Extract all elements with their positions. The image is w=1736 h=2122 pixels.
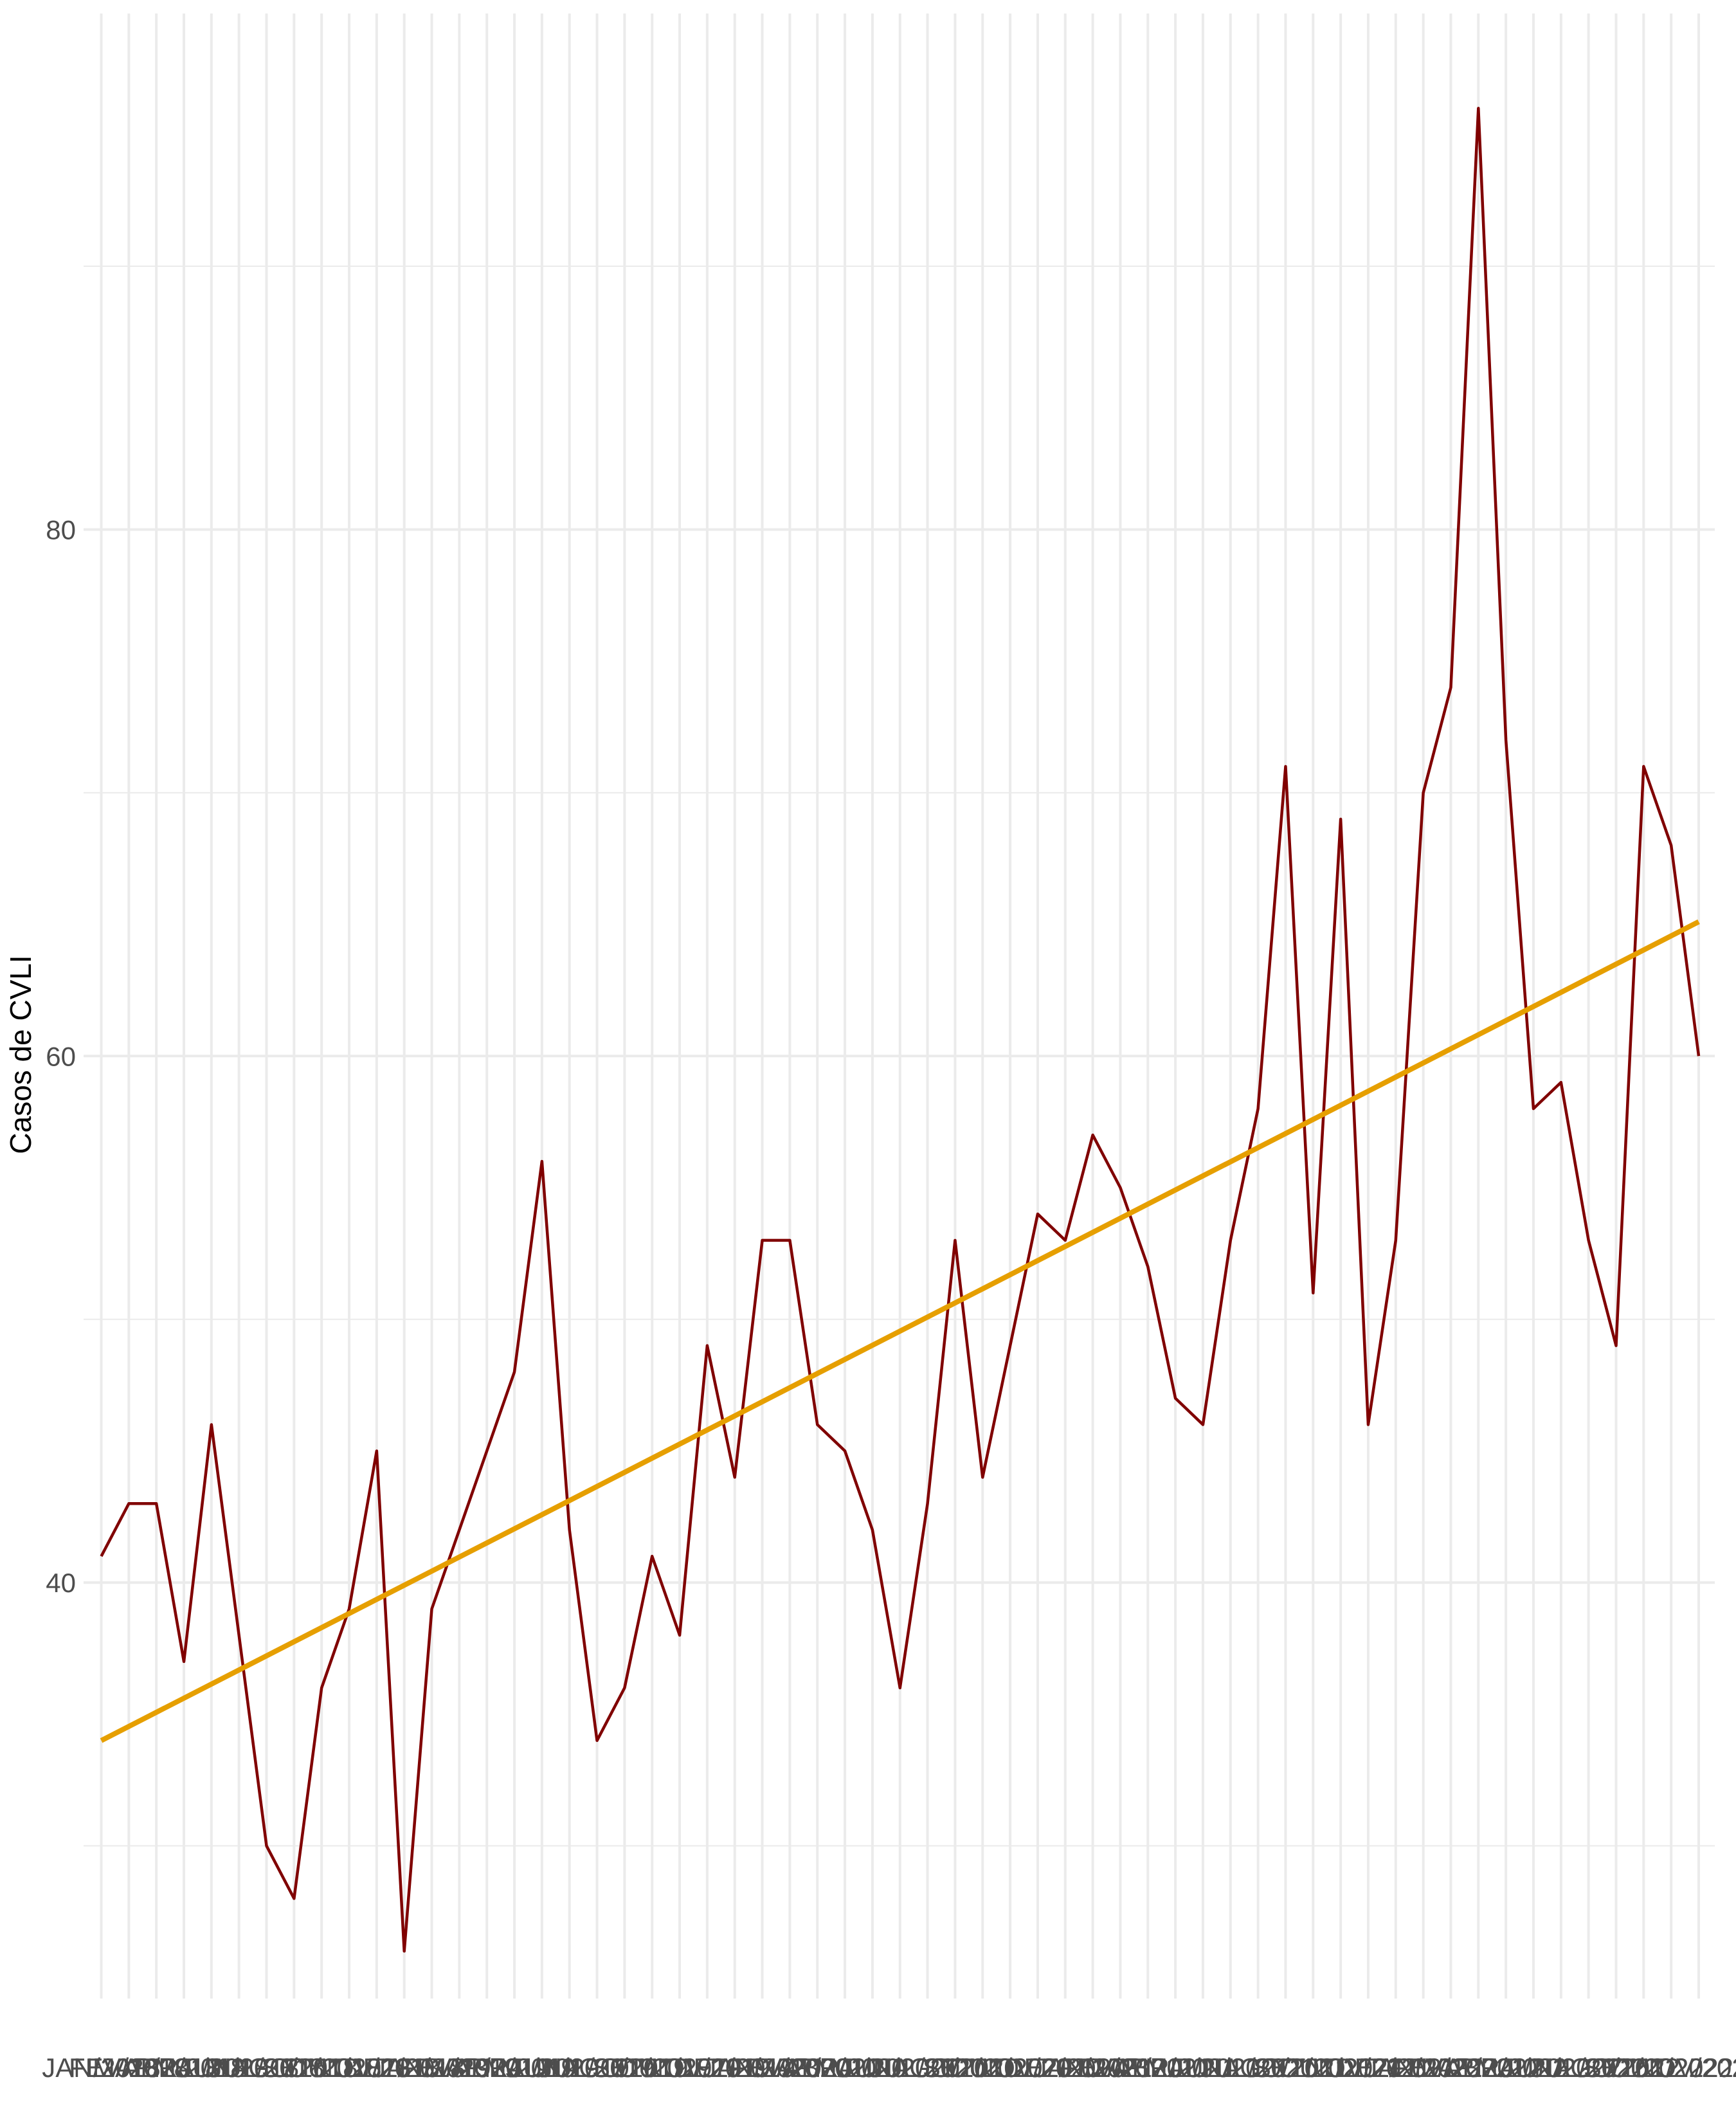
data-line xyxy=(100,107,1701,1953)
x-tick-label: FEV/2018 xyxy=(69,2053,189,2083)
x-tick-label: JAN/2021 xyxy=(1033,2053,1152,2083)
x-tick-label: JUN/2022 xyxy=(1501,2053,1621,2083)
x-tick-label: JUL/2020 xyxy=(870,2053,986,2083)
x-tick-label: JUL/2018 xyxy=(209,2053,325,2083)
x-tick-label: NOV/2018 xyxy=(314,2053,440,2083)
x-tick-label: OUT/2020 xyxy=(948,2053,1072,2083)
x-tick-label: DEZ/2019 xyxy=(674,2053,795,2083)
x-tick-label: OUT/2018 xyxy=(287,2053,411,2083)
x-tick-label: AGO/2020 xyxy=(891,2053,1018,2083)
x-tick-label: ABR/2020 xyxy=(783,2053,906,2083)
x-tick-label: FEV/2021 xyxy=(1060,2053,1180,2083)
x-tick-label: JUN/2020 xyxy=(840,2053,960,2083)
x-tick-label: MAI/2018 xyxy=(154,2053,269,2083)
x-tick-label: NOV/2022 xyxy=(1636,2053,1736,2083)
x-tick-label: JAN/2022 xyxy=(1364,2053,1482,2083)
x-tick-label: MAR/2020 xyxy=(754,2053,881,2083)
x-tick-label: MAR/2021 xyxy=(1084,2053,1211,2083)
x-tick-label: AGO/2018 xyxy=(230,2053,357,2083)
x-tick-label: MAI/2022 xyxy=(1476,2053,1591,2083)
x-tick-label: JUN/2021 xyxy=(1170,2053,1290,2083)
x-tick-label: AGO/2019 xyxy=(561,2053,688,2083)
y-tick-label: 40 xyxy=(46,1568,76,1598)
x-tick-label: SET/2022 xyxy=(1584,2053,1704,2083)
x-tick-label: FEV/2019 xyxy=(399,2053,520,2083)
x-tick-label: JAN/2018 xyxy=(42,2053,160,2083)
x-tick-label: JAN/2019 xyxy=(372,2053,491,2083)
x-tick-label: SET/2020 xyxy=(923,2053,1043,2083)
x-tick-label: JUN/2018 xyxy=(179,2053,299,2083)
x-tick-label: JUL/2022 xyxy=(1531,2053,1647,2083)
x-tick-label: SET/2021 xyxy=(1253,2053,1373,2083)
x-tick-label: ABR/2018 xyxy=(122,2053,245,2083)
x-tick-label: SET/2018 xyxy=(262,2053,382,2083)
y-tick-label: 80 xyxy=(46,514,76,545)
x-tick-label: MAI/2019 xyxy=(484,2053,600,2083)
x-tick-label: AGO/2021 xyxy=(1222,2053,1349,2083)
x-tick-label: DEZ/2018 xyxy=(343,2053,465,2083)
x-tick-label: DEZ/2020 xyxy=(1004,2053,1126,2083)
x-tick-label: MAR/2018 xyxy=(93,2053,220,2083)
x-tick-label: DEZ/2021 xyxy=(1335,2053,1456,2083)
x-tick-label: OUT/2019 xyxy=(617,2053,742,2083)
x-tick-label: NOV/2020 xyxy=(975,2053,1101,2083)
x-tick-label: ABR/2021 xyxy=(1114,2053,1236,2083)
y-tick-label: 60 xyxy=(46,1041,76,1071)
trend-line xyxy=(100,919,1700,1743)
x-tick-label: ABR/2022 xyxy=(1444,2053,1567,2083)
x-tick-label: NOV/2019 xyxy=(644,2053,770,2083)
x-tick-label: JUL/2019 xyxy=(539,2053,655,2083)
x-tick-label: FEV/2020 xyxy=(730,2053,850,2083)
x-tick-label: JAN/2020 xyxy=(703,2053,821,2083)
x-tick-label: OUT/2022 xyxy=(1609,2053,1733,2083)
x-tick-label: SET/2019 xyxy=(592,2053,712,2083)
x-tick-label: MAI/2020 xyxy=(815,2053,930,2083)
x-tick-label: MAR/2019 xyxy=(423,2053,550,2083)
x-tick-label: ABR/2019 xyxy=(453,2053,575,2083)
y-axis-title: Casos de CVLI xyxy=(4,955,37,1154)
x-tick-label: JUL/2021 xyxy=(1200,2053,1316,2083)
x-tick-label: FEV/2022 xyxy=(1391,2053,1511,2083)
x-tick-label: NOV/2021 xyxy=(1305,2053,1431,2083)
x-tick-label: JUN/2019 xyxy=(509,2053,629,2083)
x-tick-label: MAI/2021 xyxy=(1145,2053,1261,2083)
x-tick-label: MAR/2022 xyxy=(1415,2053,1542,2083)
x-tick-label: OUT/2021 xyxy=(1278,2053,1403,2083)
x-tick-label: AGO/2022 xyxy=(1552,2053,1679,2083)
